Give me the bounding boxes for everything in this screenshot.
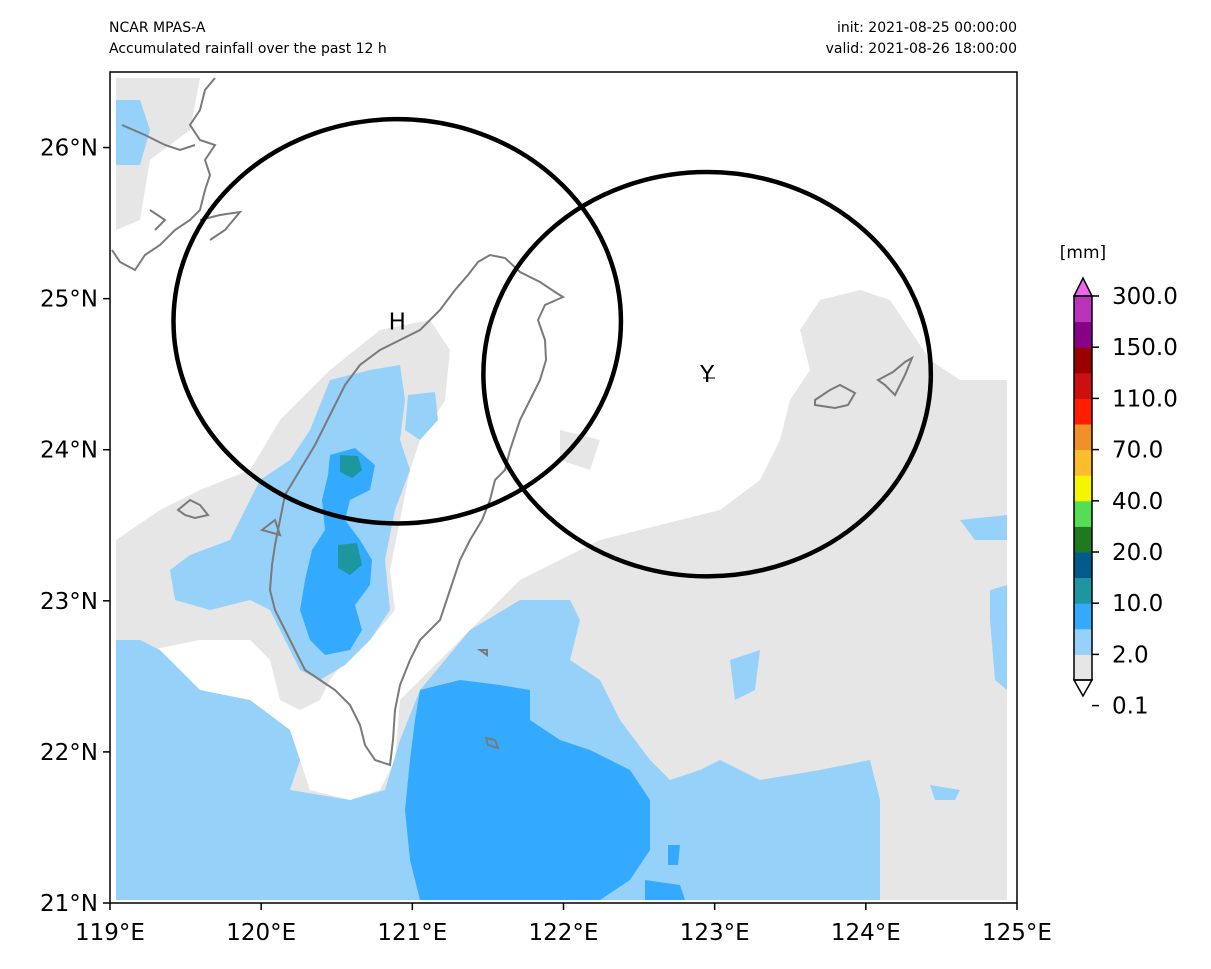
island-y2-coastline (876, 355, 915, 397)
colorbar-tick-label: 110.0 (1112, 386, 1178, 412)
colorbar-segments (1072, 276, 1094, 698)
colorbar-segment (1074, 500, 1092, 527)
analysis-circles (171, 116, 934, 579)
colorbar-extend-max (1072, 276, 1094, 297)
lat-tick-label: 24°N (40, 438, 98, 464)
valid-time: valid: 2021-08-26 18:00:00 (825, 41, 1017, 57)
colorbar-segment (1074, 526, 1092, 553)
lat-tick-label: 26°N (40, 136, 98, 162)
colorbar-tick-label: 70.0 (1112, 438, 1163, 464)
colorbar-tick-label: 0.1 (1112, 694, 1149, 720)
colorbar-tick-label: 300.0 (1112, 284, 1178, 310)
small-island-coastline (476, 377, 715, 750)
colorbar-segment (1074, 628, 1092, 655)
lon-tick-label: 123°E (680, 920, 750, 946)
penghu-coastline (176, 498, 282, 537)
circle-h (171, 116, 624, 526)
lon-tick-label: 124°E (831, 920, 901, 946)
colorbar-segment (1074, 424, 1092, 451)
rain-5-10mm (300, 448, 685, 900)
marker-h: H (389, 309, 406, 335)
colorbar-outline (1073, 295, 1093, 681)
colorbar-segment (1074, 398, 1092, 425)
colorbar-extend-min (1072, 679, 1094, 698)
colorbar-tick-label: 2.0 (1112, 642, 1149, 668)
latitude-axis: 21°N 22°N 23°N 24°N 25°N 26°N (40, 136, 110, 917)
colorbar-segment (1074, 654, 1092, 681)
longitude-axis: 119°E 120°E 121°E 122°E 123°E 124°E 125°E (75, 903, 1052, 946)
colorbar-segment (1074, 552, 1092, 579)
colorbar-tick-label: 20.0 (1112, 540, 1163, 566)
colorbar-segment (1074, 577, 1092, 604)
colorbar-segment (1074, 449, 1092, 476)
rain-10-15mm (338, 455, 362, 575)
colorbar-segment (1074, 475, 1092, 502)
lon-tick-label: 120°E (226, 920, 296, 946)
colorbar-segment (1074, 296, 1092, 323)
colorbar-segment (1074, 603, 1092, 630)
rainfall-field (110, 72, 1017, 903)
circle-y (481, 169, 934, 579)
colorbar-segment (1074, 321, 1092, 348)
lon-tick-label: 122°E (529, 920, 599, 946)
colorbar-tick-label: 10.0 (1112, 591, 1163, 617)
marker-y: Y (699, 362, 715, 388)
colorbar: [mm] 300.0 150.0 110.0 70.0 40.0 20.0 10.0 2.0 0… (1060, 243, 1178, 720)
taiwan-coastline (268, 253, 566, 767)
colorbar-segment (1074, 347, 1092, 374)
coastlines (111, 77, 915, 767)
model-name: NCAR MPAS-A (109, 20, 206, 36)
lat-tick-label: 21°N (40, 891, 98, 917)
island-y1-coastline (814, 383, 857, 410)
lat-tick-label: 22°N (40, 740, 98, 766)
lon-tick-label: 125°E (982, 920, 1052, 946)
field-description: Accumulated rainfall over the past 12 h (109, 41, 387, 57)
lon-tick-label: 119°E (75, 920, 145, 946)
header-right: init: 2021-08-25 00:00:00 valid: 2021-08… (826, 18, 1017, 60)
lat-tick-label: 25°N (40, 287, 98, 313)
colorbar-tick-label: 150.0 (1112, 335, 1178, 361)
colorbar-tick-label: 40.0 (1112, 489, 1163, 515)
colorbar-unit: [mm] (1060, 243, 1106, 263)
header-left: NCAR MPAS-A Accumulated rainfall over th… (109, 18, 387, 60)
colorbar-labels: 300.0 150.0 110.0 70.0 40.0 20.0 10.0 2.0 0.1 (1092, 284, 1178, 720)
lon-tick-label: 121°E (377, 920, 447, 946)
china-coastline (111, 77, 243, 272)
init-time: init: 2021-08-25 00:00:00 (837, 20, 1017, 36)
colorbar-segment (1074, 372, 1092, 399)
lat-tick-label: 23°N (40, 589, 98, 615)
